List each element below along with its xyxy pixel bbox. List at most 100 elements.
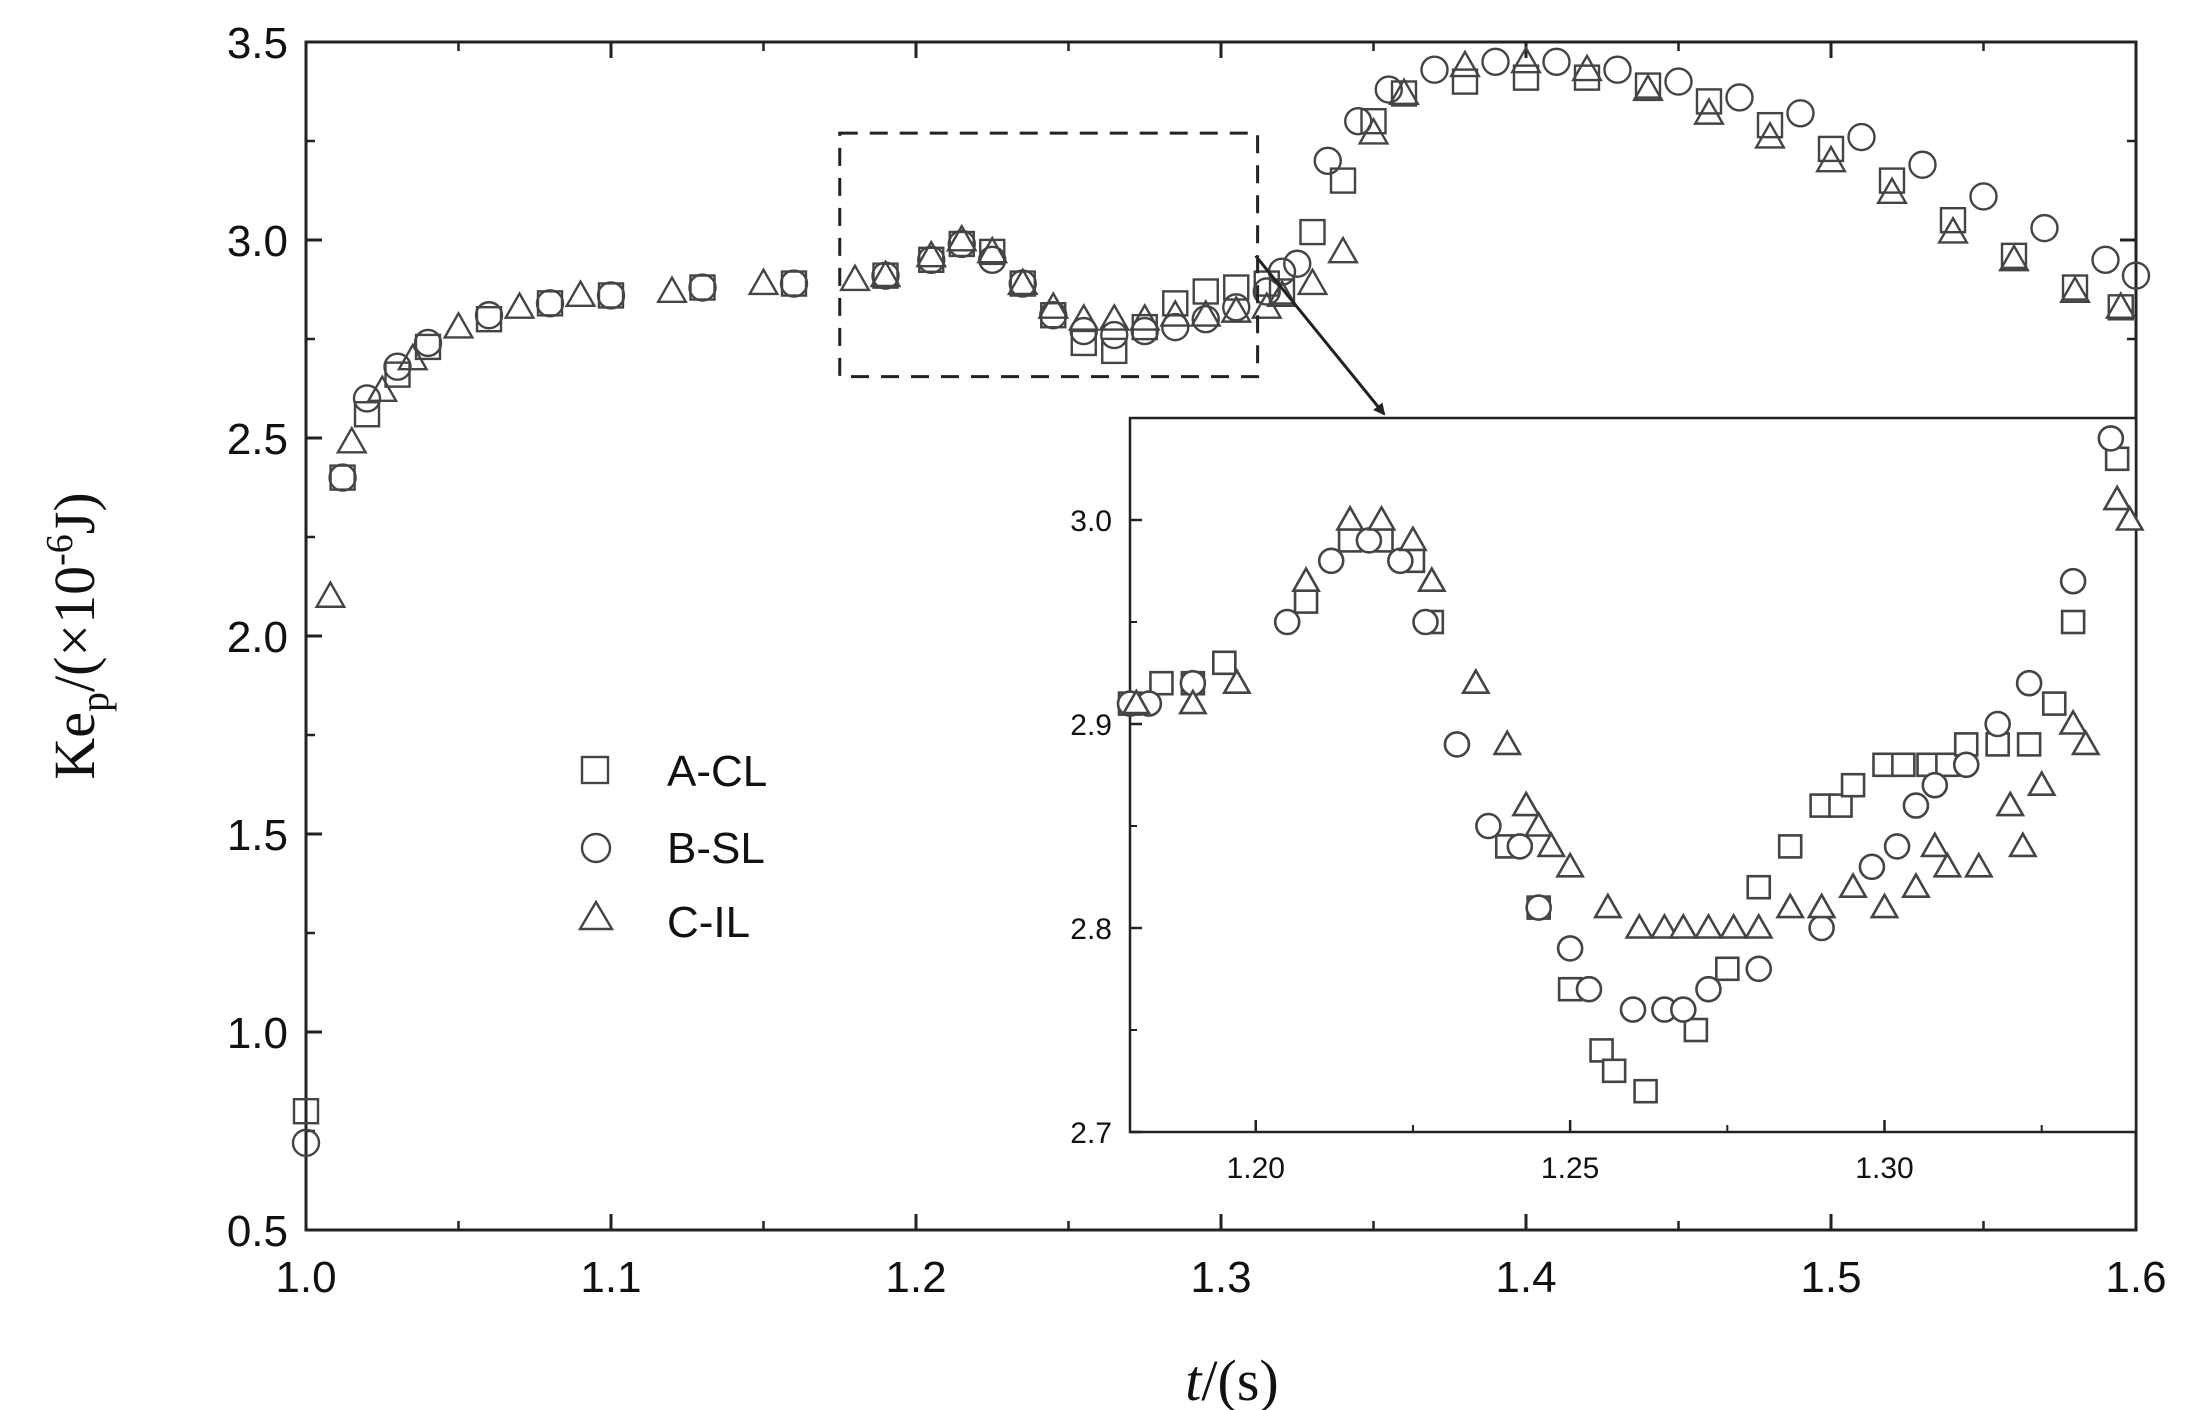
legend-marker-square	[580, 755, 610, 785]
inset-y-tick-label: 3.0	[1070, 505, 1112, 538]
inset-point-c-il	[1995, 790, 2026, 817]
inset-point-a-cl	[1746, 874, 1772, 900]
inset-point-c-il	[1838, 871, 1868, 898]
inset-point-b-sl	[1273, 608, 1301, 636]
point-a-cl	[1756, 111, 1784, 139]
point-c-il	[442, 310, 475, 339]
inset-point-c-il	[1775, 892, 1806, 919]
point-c-il	[1159, 299, 1192, 327]
point-c-il	[1998, 243, 2030, 272]
inset-point-c-il	[1177, 688, 1208, 715]
inset-point-c-il	[2026, 769, 2057, 796]
point-b-sl	[1969, 182, 1998, 211]
inset-point-c-il	[1536, 831, 1567, 858]
legend: A-CL B-SL C-IL	[577, 747, 767, 947]
inset-point-b-sl	[1525, 894, 1552, 921]
point-b-sl	[1725, 83, 1754, 112]
inset-point-c-il	[1693, 912, 1724, 939]
point-c-il	[564, 279, 597, 307]
point-b-sl	[1252, 277, 1281, 306]
point-c-il	[1296, 267, 1329, 296]
point-b-sl	[1222, 293, 1251, 322]
point-c-il	[1693, 97, 1725, 125]
inset-point-a-cl	[2016, 732, 2042, 757]
x-tick-label: 1.1	[580, 1253, 641, 1302]
inset-point-c-il	[1806, 892, 1837, 919]
point-b-sl	[2121, 261, 2151, 290]
inset-point-c-il	[1398, 525, 1428, 552]
point-c-il	[1876, 176, 1908, 205]
point-c-il	[2104, 291, 2137, 319]
inset-point-b-sl	[1902, 792, 1930, 819]
inset-point-a-cl	[1828, 793, 1853, 818]
point-b-sl	[947, 229, 976, 259]
inset-point-b-sl	[2059, 567, 2087, 595]
inset-point-b-sl	[1808, 914, 1835, 942]
point-b-sl	[328, 463, 357, 492]
inset-point-c-il	[1416, 565, 1447, 592]
point-b-sl	[1191, 305, 1220, 334]
point-b-sl	[474, 301, 504, 330]
point-c-il	[656, 275, 688, 304]
inset-point-a-cl	[1149, 670, 1174, 696]
inset-point-c-il	[1718, 912, 1749, 939]
inset-point-c-il	[1963, 851, 1994, 878]
point-c-il	[1357, 116, 1390, 145]
inset-point-b-sl	[1619, 996, 1647, 1023]
inset-point-a-cl	[1777, 834, 1803, 859]
inset-point-b-sl	[1745, 955, 1773, 983]
inset-point-b-sl	[1883, 833, 1911, 860]
point-c-il	[1067, 302, 1100, 331]
y-tick-label: 3.0	[227, 217, 288, 266]
x-tick-label: 1.3	[1190, 1253, 1251, 1302]
point-c-il	[1449, 49, 1481, 78]
inset-x-tick-label: 1.20	[1227, 1152, 1285, 1185]
inset-point-c-il	[2102, 484, 2133, 511]
inset-point-b-sl	[1506, 833, 1534, 860]
point-b-sl	[1039, 301, 1068, 330]
inset-plot-frame	[1128, 416, 2138, 1134]
point-c-il	[1189, 299, 1222, 327]
x-tick-label: 1.4	[1495, 1253, 1556, 1302]
point-a-cl	[1512, 64, 1540, 91]
point-b-sl	[291, 1128, 321, 1158]
x-tick-label: 1.0	[275, 1253, 336, 1302]
point-a-cl	[1878, 167, 1906, 194]
point-c-il	[366, 374, 399, 403]
inset-point-c-il	[1649, 912, 1680, 939]
legend-label-b-sl: B-SL	[667, 824, 765, 873]
inset-y-tick-label: 2.9	[1070, 709, 1112, 742]
point-c-il	[396, 342, 429, 371]
inset-point-a-cl	[1840, 772, 1866, 798]
point-c-il	[1327, 235, 1359, 264]
zoom-arrow	[1254, 254, 1386, 416]
point-c-il	[1220, 295, 1253, 323]
main-plot-markers	[291, 45, 2151, 1158]
legend-label-c-il: C-IL	[667, 898, 750, 947]
point-c-il	[1098, 302, 1131, 331]
inset-point-c-il	[1523, 810, 1554, 837]
inset-point-b-sl	[1475, 812, 1502, 840]
point-b-sl	[1542, 47, 1571, 76]
inset-point-b-sl	[1575, 975, 1603, 1003]
point-b-sl	[535, 289, 565, 318]
point-a-cl	[1070, 329, 1097, 357]
point-a-cl	[1299, 218, 1326, 246]
point-b-sl	[383, 352, 412, 381]
inset-point-c-il	[2058, 708, 2089, 735]
x-tick-label: 1.6	[2105, 1253, 2166, 1302]
point-a-cl	[1360, 107, 1387, 135]
inset-point-c-il	[1592, 892, 1623, 919]
inset-point-a-cl	[1589, 1038, 1614, 1063]
inset-point-b-sl	[1858, 853, 1886, 881]
point-a-cl	[353, 401, 381, 428]
inset-point-b-sl	[2097, 425, 2125, 452]
inset-point-c-il	[1366, 504, 1397, 531]
point-c-il	[1006, 267, 1039, 296]
inset-point-c-il	[1511, 790, 1542, 817]
point-a-cl	[1162, 290, 1189, 317]
inset-point-b-sl	[1984, 710, 2011, 738]
point-b-sl	[688, 273, 717, 302]
inset-point-c-il	[1291, 565, 1321, 592]
point-a-cl	[384, 361, 411, 388]
